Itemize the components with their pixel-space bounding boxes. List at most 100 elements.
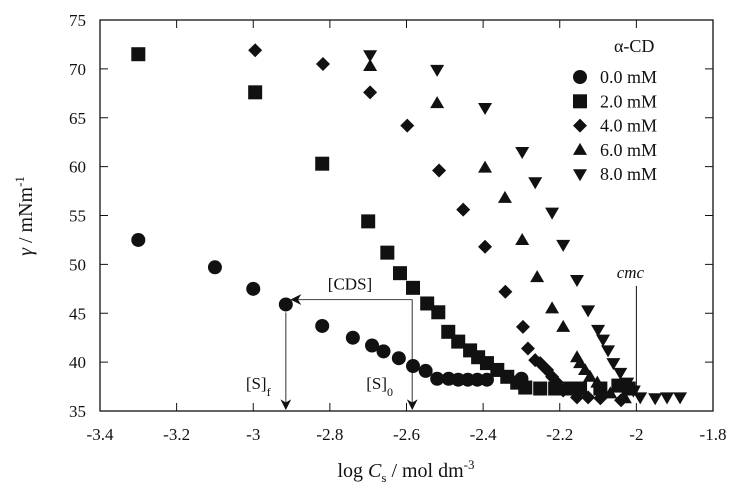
data-point-triangle-down — [556, 239, 571, 252]
x-tick-label: -2.8 — [316, 425, 343, 444]
data-point-circle — [418, 363, 433, 378]
data-point-circle — [376, 344, 391, 359]
data-point-triangle-up — [556, 319, 571, 332]
data-point-diamond — [520, 341, 535, 356]
data-point-circle — [430, 371, 445, 386]
x-tick-label: -1.8 — [700, 425, 727, 444]
data-point-circle — [131, 232, 146, 247]
series-8-0-mM — [363, 50, 688, 406]
legend-marker-circle — [573, 70, 587, 84]
data-point-circle — [315, 318, 330, 333]
data-point-diamond — [363, 85, 378, 100]
data-point-triangle-up — [363, 58, 378, 71]
data-point-circle — [451, 372, 466, 387]
data-point-triangle-down — [528, 177, 543, 190]
legend-label: 0.0 mM — [600, 67, 657, 87]
data-point-diamond — [456, 202, 471, 217]
data-point-square — [518, 380, 533, 395]
data-point-square — [315, 156, 330, 171]
data-point-square — [392, 266, 407, 281]
x-tick-label: -2 — [629, 425, 643, 444]
data-point-circle — [345, 330, 360, 345]
data-point-triangle-up — [583, 369, 598, 382]
legend-label: 2.0 mM — [600, 91, 657, 111]
sf-subscript: f — [267, 385, 271, 399]
data-point-diamond — [498, 284, 513, 299]
series-4-0-mM — [248, 43, 629, 408]
data-point-diamond — [315, 56, 330, 71]
legend-label: 8.0 mM — [600, 164, 657, 184]
data-point-triangle-down — [620, 377, 635, 390]
data-point-triangle-up — [530, 270, 545, 283]
data-point-triangle-down — [601, 345, 616, 358]
data-point-triangle-down — [591, 324, 606, 337]
data-point-triangle-down — [515, 146, 530, 159]
y-tick-label: 70 — [69, 60, 86, 79]
y-tick-label: 60 — [69, 158, 86, 177]
data-point-diamond — [556, 383, 571, 398]
legend-label: 6.0 mM — [600, 140, 657, 160]
data-point-triangle-down — [626, 385, 641, 398]
data-point-diamond — [569, 390, 584, 405]
legend-marker-diamond — [573, 118, 587, 133]
data-point-circle — [365, 338, 380, 353]
data-point-diamond — [432, 163, 447, 178]
data-point-diamond — [248, 43, 263, 58]
x-tick-label: -3.2 — [163, 425, 190, 444]
legend-label: 4.0 mM — [600, 116, 657, 136]
x-tick-label: -2.4 — [470, 425, 497, 444]
data-point-diamond — [478, 239, 493, 254]
series-0-0-mM — [131, 232, 529, 387]
y-tick-label: 65 — [69, 109, 86, 128]
data-point-triangle-down — [569, 275, 584, 288]
x-tick-label: -2.6 — [393, 425, 420, 444]
data-point-circle — [391, 351, 406, 366]
legend-title: α-CD — [614, 36, 654, 56]
data-point-diamond — [593, 391, 608, 406]
y-tick-label: 40 — [69, 353, 86, 372]
data-point-triangle-up — [478, 160, 493, 173]
data-point-circle — [470, 372, 485, 387]
cmc-label: cmc — [617, 263, 645, 282]
data-point-circle — [460, 372, 475, 387]
cds-label: [CDS] — [328, 275, 372, 294]
y-axis-label: γ / mNm-1 — [12, 176, 37, 256]
data-point-circle — [207, 260, 222, 275]
data-point-square — [451, 334, 466, 349]
data-point-triangle-up — [430, 96, 445, 109]
sf-label: [S]f — [246, 374, 271, 399]
data-point-diamond — [400, 118, 415, 133]
data-point-diamond — [581, 390, 596, 405]
data-point-triangle-down — [633, 392, 648, 405]
legend-marker-square — [573, 94, 587, 109]
data-point-square — [131, 47, 146, 62]
data-point-square — [380, 245, 395, 260]
legend-marker-triangle-up — [573, 142, 587, 155]
x-axis-label: log Cs / mol dm-3 — [337, 457, 474, 485]
s0-subscript: 0 — [387, 385, 393, 399]
data-point-triangle-down — [430, 64, 445, 77]
data-point-triangle-down — [596, 334, 611, 347]
series-2-0-mM — [131, 47, 636, 396]
data-point-triangle-down — [673, 392, 688, 405]
x-tick-label: -3.4 — [87, 425, 114, 444]
data-point-triangle-up — [578, 362, 593, 375]
data-point-triangle-down — [545, 207, 560, 220]
data-point-triangle-up — [545, 301, 560, 314]
data-point-triangle-down — [606, 358, 621, 371]
data-point-square — [248, 85, 263, 100]
x-tick-label: -2.2 — [546, 425, 573, 444]
y-tick-label: 50 — [69, 255, 86, 274]
data-point-square — [361, 214, 376, 229]
legend: α-CD 0.0 mM 2.0 mM 4.0 mM 6.0 mM 8.0 mM — [573, 36, 657, 184]
y-tick-label: 45 — [69, 304, 86, 323]
s0-label: [S]0 — [366, 374, 393, 399]
y-tick-label: 35 — [69, 402, 86, 421]
data-point-triangle-up — [617, 391, 632, 404]
data-point-triangle-up — [573, 356, 588, 369]
data-point-triangle-down — [613, 367, 628, 380]
data-point-circle — [278, 297, 293, 312]
series-6-0-mM — [363, 58, 632, 404]
data-point-triangle-up — [603, 386, 618, 399]
